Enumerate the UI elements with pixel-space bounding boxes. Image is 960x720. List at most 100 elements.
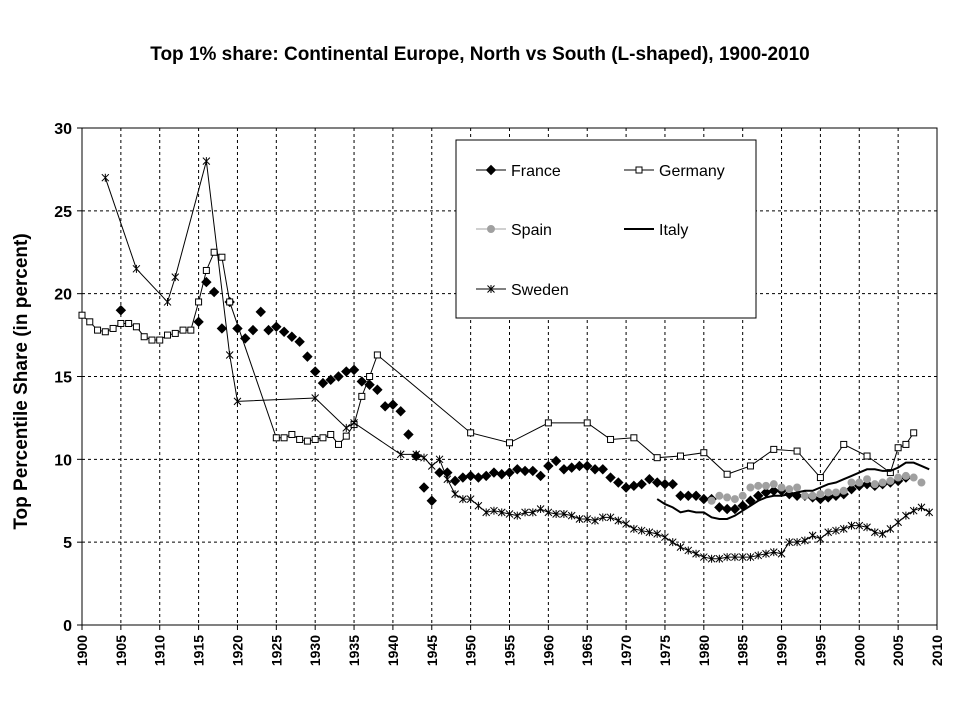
france-point [286, 331, 298, 342]
germany-point [319, 434, 327, 442]
sweden-point [661, 533, 669, 542]
spain-point [839, 486, 848, 495]
x-tick-label: 1910 [152, 635, 168, 666]
germany-point [132, 323, 140, 331]
legend-item-spain: Spain [476, 222, 552, 239]
france-point [582, 460, 593, 472]
sweden-point [560, 510, 568, 519]
france-point [504, 467, 515, 478]
spain-point [769, 480, 778, 489]
germany-point [335, 440, 342, 448]
x-tick-label: 1960 [540, 635, 556, 666]
france-point [426, 495, 437, 506]
x-tick-label: 2000 [851, 635, 867, 666]
france-point [449, 475, 461, 487]
france-point [558, 464, 570, 475]
sweden-point [466, 495, 475, 504]
sweden-point [925, 508, 934, 517]
germany-point [902, 440, 910, 448]
germany-point [910, 429, 918, 437]
france-point [620, 482, 632, 493]
germany-point [342, 432, 350, 440]
sweden-point [816, 534, 825, 543]
sweden-point [614, 516, 623, 525]
legend-label: Italy [659, 222, 688, 239]
france-point [488, 467, 500, 478]
sweden-point [396, 450, 405, 459]
france-point [659, 478, 671, 490]
spain-point [855, 478, 864, 487]
france-point [465, 470, 476, 482]
sweden-point [668, 538, 677, 547]
germany-point [117, 319, 125, 327]
y-tick-label: 10 [54, 452, 72, 469]
spain-point [870, 480, 879, 489]
france-point [527, 465, 539, 477]
france-point [372, 384, 383, 395]
france-point [341, 366, 352, 377]
france-point [395, 406, 406, 417]
germany-point [583, 419, 591, 427]
spain-point [831, 488, 840, 497]
sweden-point [723, 553, 731, 562]
spain-point [894, 473, 903, 482]
x-tick-label: 1940 [385, 635, 401, 666]
sweden-point [591, 516, 599, 525]
sweden-point [863, 523, 871, 532]
legend-item-france: France [476, 163, 561, 180]
sweden-point [451, 490, 459, 499]
sweden-point [855, 521, 864, 530]
sweden-point [583, 514, 592, 523]
germany-point [272, 434, 280, 442]
france-point [473, 472, 484, 483]
germany-point [770, 445, 778, 453]
sweden-point [645, 528, 654, 537]
france-point [317, 377, 329, 389]
x-tick-label: 1985 [735, 635, 751, 666]
germany-point [164, 331, 171, 339]
sweden-point [443, 475, 452, 484]
sweden-point [622, 519, 630, 528]
x-tick-label: 1970 [618, 635, 634, 666]
germany-point [863, 452, 871, 460]
france-point [574, 460, 585, 472]
sweden-point [847, 521, 856, 530]
germany-point [894, 444, 902, 452]
spain-point [762, 481, 770, 490]
sweden-point [427, 461, 436, 470]
x-tick-label: 1990 [774, 635, 790, 666]
sweden-point [132, 264, 141, 273]
germany-point [700, 449, 708, 457]
spain-point [878, 478, 887, 487]
sweden-point [754, 551, 763, 560]
spain-point [754, 481, 763, 490]
sweden-point [653, 529, 662, 538]
sweden-point [731, 553, 739, 562]
y-tick-label: 20 [54, 287, 72, 304]
legend-label: France [511, 163, 561, 180]
germany-point [506, 439, 513, 447]
sweden-point [536, 505, 545, 514]
france-point [636, 478, 647, 490]
france-point [846, 483, 857, 495]
france-point [535, 470, 546, 482]
france-point [387, 399, 399, 410]
sweden-point [824, 528, 833, 537]
spain-point [738, 491, 747, 500]
sweden-point [902, 511, 910, 520]
x-tick-label: 1950 [463, 635, 479, 666]
germany-point [140, 333, 148, 341]
germany-point [816, 474, 824, 482]
legend-swatch-marker [635, 166, 643, 174]
spain-point [863, 475, 872, 484]
x-tick-label: 1900 [74, 635, 90, 666]
germany-point [607, 435, 615, 443]
germany-point [218, 253, 226, 261]
sweden-point [225, 350, 234, 359]
france-point [294, 336, 305, 347]
x-tick-label: 1925 [268, 635, 284, 666]
legend-label: Sweden [511, 282, 569, 299]
sweden-point [490, 506, 498, 515]
x-tick-label: 1975 [657, 635, 673, 666]
sweden-point [886, 524, 895, 533]
